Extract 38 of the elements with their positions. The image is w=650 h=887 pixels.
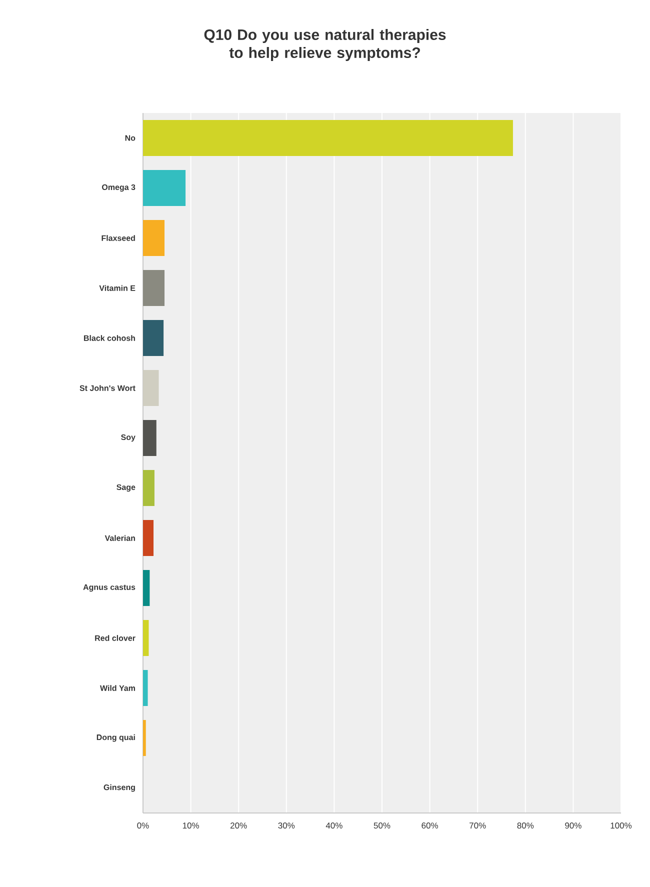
y-tick-label: St John's Wort bbox=[80, 385, 136, 391]
y-tick-label: No bbox=[125, 135, 136, 141]
x-tick-label: 40% bbox=[326, 822, 342, 829]
x-tick-label: 70% bbox=[470, 822, 486, 829]
x-tick-label: 20% bbox=[230, 822, 247, 829]
x-tick-label: 100% bbox=[610, 822, 632, 829]
x-tick-label: 0% bbox=[137, 822, 149, 829]
x-tick-label: 10% bbox=[182, 822, 199, 829]
y-tick-label: Flaxseed bbox=[102, 235, 135, 241]
bar bbox=[143, 620, 149, 656]
chart-title: Q10 Do you use natural therapies to help relieve symptoms? bbox=[204, 28, 446, 61]
y-tick-label: Omega 3 bbox=[102, 184, 136, 192]
x-tick-label: 30% bbox=[278, 822, 295, 829]
bar bbox=[143, 320, 164, 356]
y-tick-label: Valerian bbox=[104, 535, 135, 541]
y-tick-label: Agnus castus bbox=[83, 584, 136, 592]
y-tick-label: Ginseng bbox=[104, 784, 135, 792]
bar bbox=[143, 220, 165, 256]
y-tick-label: Soy bbox=[121, 434, 136, 442]
bar bbox=[143, 120, 513, 156]
bar bbox=[143, 270, 165, 306]
x-tick-label: 80% bbox=[517, 822, 534, 829]
y-tick-label: Dong quai bbox=[96, 734, 135, 742]
bar bbox=[143, 470, 154, 506]
bar bbox=[143, 720, 146, 756]
y-tick-label: Sage bbox=[116, 484, 136, 492]
x-tick-label: 90% bbox=[565, 822, 582, 829]
bar bbox=[143, 520, 154, 556]
y-tick-label: Wild Yam bbox=[100, 685, 135, 691]
x-tick-label: 60% bbox=[422, 822, 438, 829]
bar bbox=[143, 420, 156, 456]
bar bbox=[143, 570, 150, 606]
y-tick-label: Red clover bbox=[95, 635, 136, 641]
x-tick-label: 50% bbox=[374, 822, 390, 829]
bar bbox=[143, 170, 186, 206]
y-tick-label: Vitamin E bbox=[99, 285, 136, 291]
bar bbox=[143, 670, 148, 706]
y-tick-label: Black cohosh bbox=[84, 335, 135, 341]
